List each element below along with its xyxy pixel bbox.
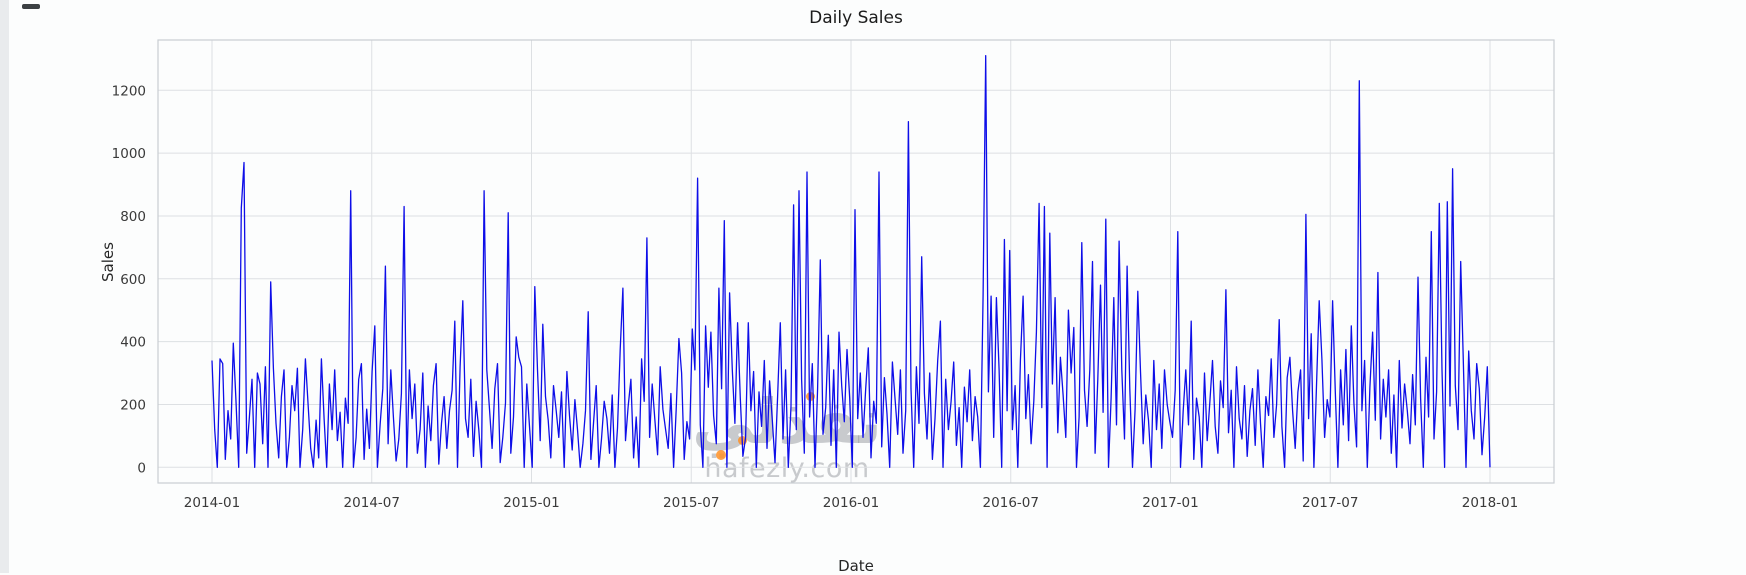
sales-series-line [211, 55, 1491, 468]
plot-border [157, 39, 1555, 484]
x-tick-label: 2015-01 [503, 495, 559, 511]
x-tick-label: 2014-01 [184, 495, 240, 511]
x-tick-label: 2017-01 [1142, 495, 1198, 511]
y-axis-label: Sales [99, 242, 117, 282]
y-tick-label: 200 [120, 397, 146, 413]
chart-title: Daily Sales [809, 8, 903, 28]
x-tick-label: 2016-01 [823, 495, 879, 511]
x-tick-label: 2014-07 [344, 495, 400, 511]
y-tick-label: 1200 [112, 83, 146, 99]
y-tick-label: 600 [120, 272, 146, 288]
x-axis-label: Date [838, 557, 874, 575]
y-tick-label: 400 [120, 335, 146, 351]
y-tick-label: 800 [120, 209, 146, 225]
x-tick-label: 2016-07 [983, 495, 1039, 511]
y-tick-label: 0 [137, 460, 146, 476]
y-tick-label: 1000 [112, 146, 146, 162]
top-left-artifact [22, 4, 40, 9]
page-left-gutter [0, 0, 9, 573]
x-tick-label: 2017-07 [1302, 495, 1358, 511]
watermark-dot-icon [716, 450, 726, 460]
x-tick-label: 2018-01 [1462, 495, 1518, 511]
x-tick-label: 2015-07 [663, 495, 719, 511]
watermark-domain-text: hafezly.com [704, 453, 870, 485]
